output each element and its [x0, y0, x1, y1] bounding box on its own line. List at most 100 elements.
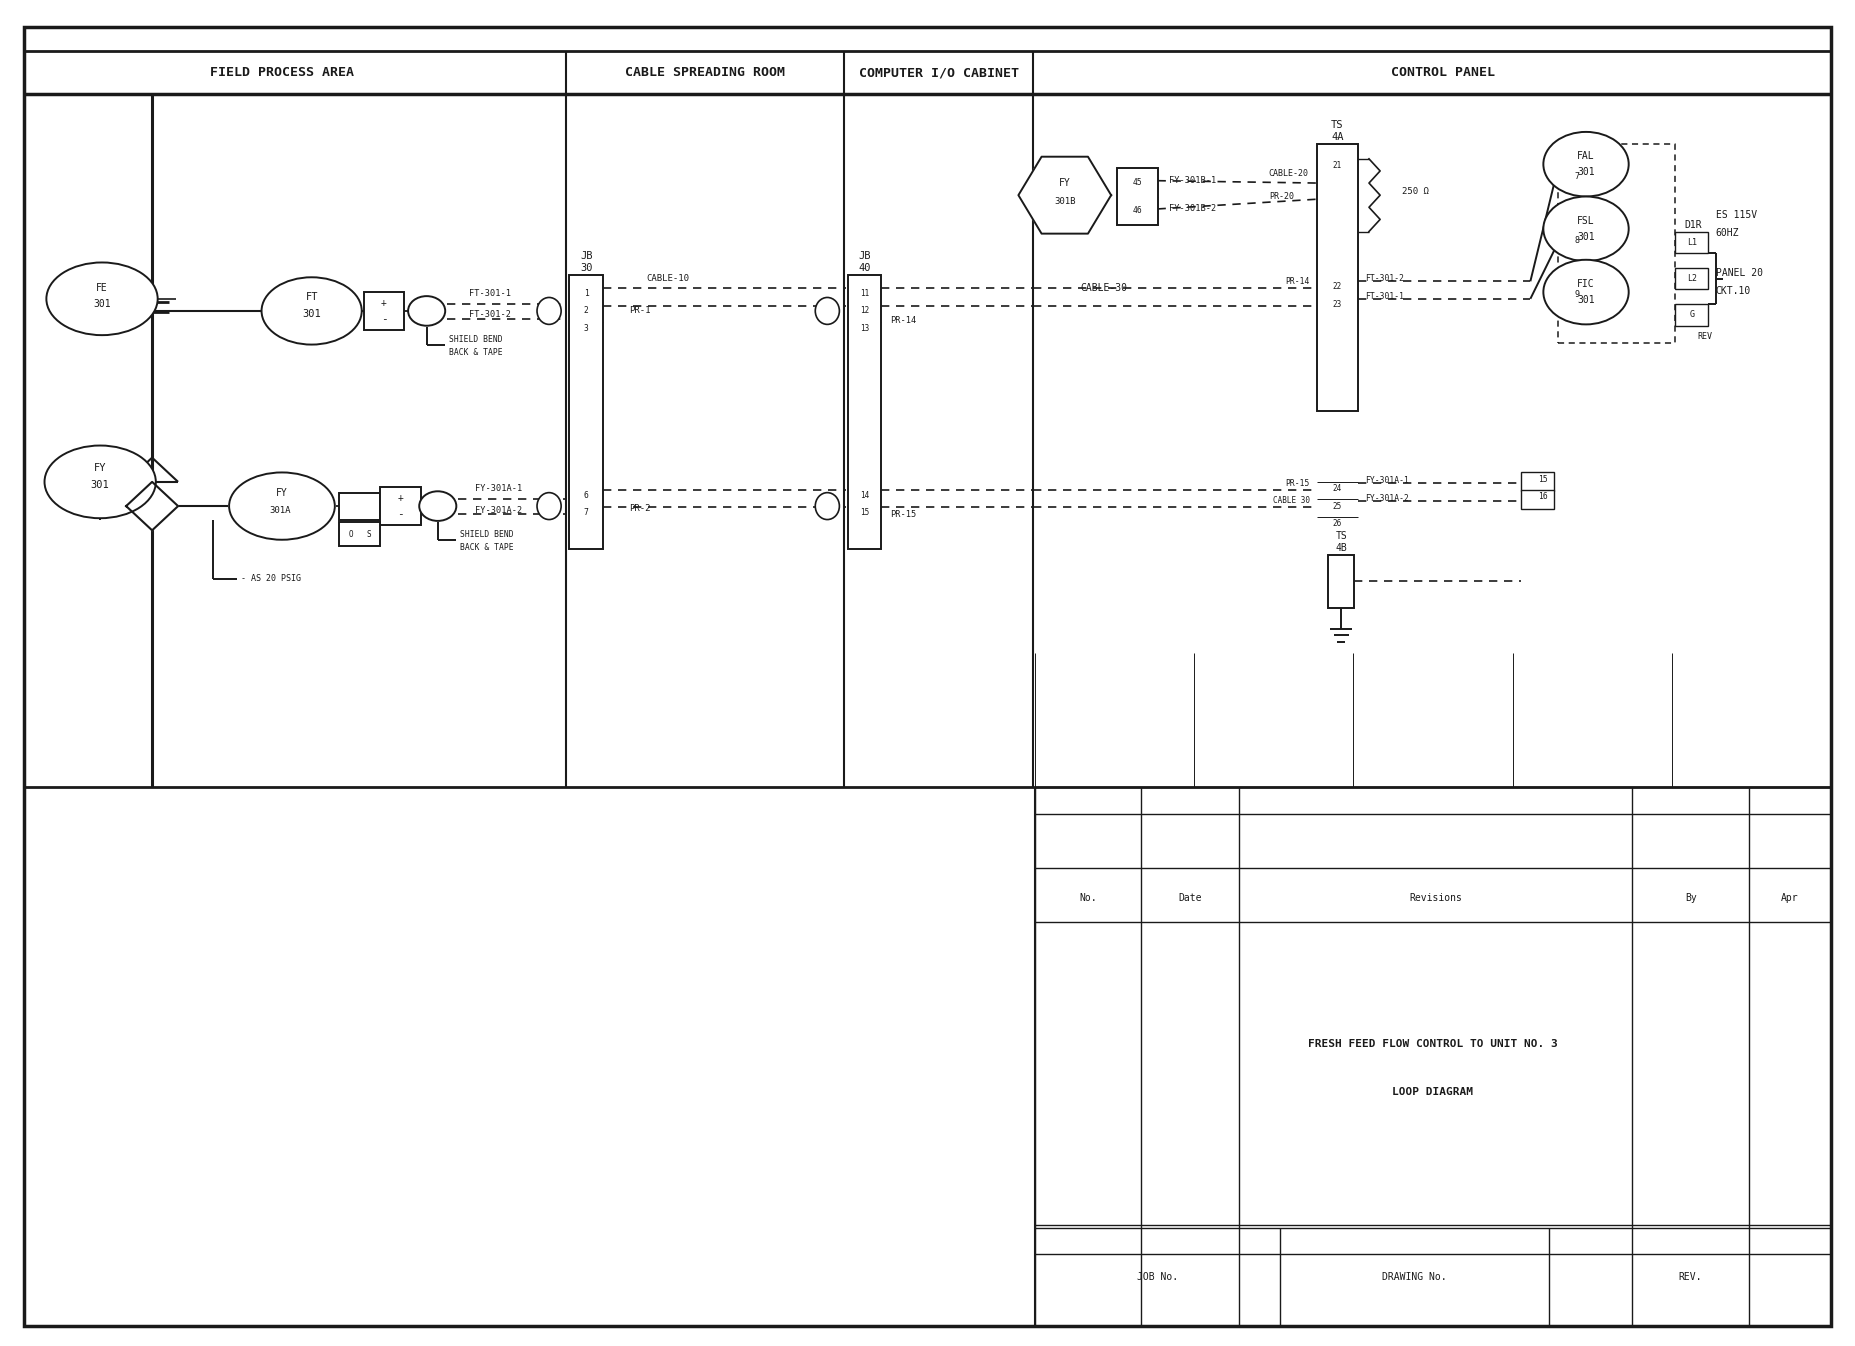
Bar — [1675, 304, 1708, 326]
Bar — [1562, 284, 1592, 306]
Polygon shape — [1018, 156, 1111, 234]
Text: SHIELD BEND: SHIELD BEND — [449, 335, 503, 343]
Text: 46: 46 — [1132, 206, 1143, 215]
Ellipse shape — [1543, 197, 1629, 261]
Text: 24: 24 — [1334, 485, 1341, 493]
Text: 1: 1 — [584, 289, 588, 297]
Text: FY-301A-1: FY-301A-1 — [1365, 476, 1410, 485]
Text: 301A: 301A — [269, 506, 291, 514]
Text: -: - — [380, 314, 388, 324]
Text: 301B: 301B — [1054, 198, 1076, 206]
Text: FT-301-2: FT-301-2 — [1365, 275, 1404, 283]
Text: FE: FE — [96, 283, 108, 293]
Text: 12: 12 — [861, 307, 868, 315]
Text: FT-301-1: FT-301-1 — [469, 289, 512, 297]
Text: CABLE-20: CABLE-20 — [1269, 170, 1310, 179]
Text: 15: 15 — [861, 509, 868, 517]
Text: G: G — [1690, 311, 1694, 319]
Text: PR-14: PR-14 — [1286, 277, 1310, 285]
Text: D1R: D1R — [1684, 219, 1703, 230]
Text: SHIELD BEND: SHIELD BEND — [460, 530, 514, 538]
Ellipse shape — [262, 277, 362, 345]
Text: 16: 16 — [1538, 493, 1547, 501]
Text: 60HZ: 60HZ — [1716, 227, 1740, 238]
Ellipse shape — [816, 493, 838, 520]
Text: 40: 40 — [859, 262, 870, 273]
Text: 2: 2 — [584, 307, 588, 315]
Text: 26: 26 — [1334, 520, 1341, 528]
Text: By: By — [1684, 892, 1697, 903]
Text: CONTROL PANEL: CONTROL PANEL — [1391, 66, 1495, 79]
Text: 25: 25 — [1334, 502, 1341, 510]
Text: FT-301-2: FT-301-2 — [469, 311, 512, 319]
Text: 45: 45 — [1132, 178, 1143, 187]
Bar — [339, 522, 380, 546]
Text: 13: 13 — [861, 324, 868, 332]
Text: FY: FY — [1059, 178, 1070, 188]
Text: 301: 301 — [1577, 167, 1595, 178]
Bar — [1328, 555, 1354, 608]
Bar — [1521, 472, 1554, 491]
Text: CABLE-10: CABLE-10 — [646, 275, 690, 283]
Bar — [1117, 168, 1158, 225]
Text: FT: FT — [306, 292, 317, 303]
Text: REV.: REV. — [1679, 1272, 1701, 1281]
Bar — [1675, 232, 1708, 253]
Text: 301: 301 — [1577, 232, 1595, 242]
Text: No.: No. — [1080, 892, 1096, 903]
Bar — [1562, 166, 1592, 187]
Text: JB: JB — [581, 250, 592, 261]
Text: FY-301B-1: FY-301B-1 — [1169, 176, 1215, 186]
Ellipse shape — [46, 262, 158, 335]
Text: 301: 301 — [302, 308, 321, 319]
Text: DRAWING No.: DRAWING No. — [1382, 1272, 1447, 1281]
Text: 250 Ω: 250 Ω — [1402, 187, 1428, 195]
Bar — [569, 275, 603, 549]
Text: 6: 6 — [584, 491, 588, 499]
Text: FAL: FAL — [1577, 151, 1595, 162]
Text: CKT.10: CKT.10 — [1716, 285, 1751, 296]
Text: 7: 7 — [584, 509, 588, 517]
Bar — [1562, 230, 1592, 252]
Text: Apr: Apr — [1781, 892, 1799, 903]
Text: FIELD PROCESS AREA: FIELD PROCESS AREA — [210, 66, 354, 79]
Ellipse shape — [1543, 132, 1629, 197]
Text: FSL: FSL — [1577, 215, 1595, 226]
Ellipse shape — [538, 493, 560, 520]
Text: FIC: FIC — [1577, 279, 1595, 289]
Text: PR-2: PR-2 — [629, 505, 651, 513]
Text: CABLE-30: CABLE-30 — [1080, 283, 1128, 293]
Text: PR-14: PR-14 — [890, 316, 916, 324]
Text: FY-301B-2: FY-301B-2 — [1169, 205, 1215, 214]
Text: 3: 3 — [584, 324, 588, 332]
Text: S: S — [367, 530, 371, 538]
Ellipse shape — [419, 491, 456, 521]
Text: 22: 22 — [1334, 283, 1341, 291]
Bar — [1675, 268, 1708, 289]
Ellipse shape — [230, 472, 336, 540]
Text: 9: 9 — [1575, 291, 1579, 299]
Ellipse shape — [816, 297, 838, 324]
Text: L1: L1 — [1686, 238, 1697, 246]
Text: - AS 20 PSIG: - AS 20 PSIG — [241, 575, 301, 583]
Text: BACK & TAPE: BACK & TAPE — [460, 544, 514, 552]
Text: 8: 8 — [1575, 237, 1579, 245]
Text: PR-20: PR-20 — [1269, 192, 1293, 201]
Ellipse shape — [45, 446, 156, 518]
Text: 30: 30 — [581, 262, 592, 273]
Text: JB: JB — [859, 250, 870, 261]
Text: 301: 301 — [91, 479, 109, 490]
Polygon shape — [126, 482, 178, 530]
Text: 7: 7 — [1575, 172, 1579, 180]
Bar — [380, 487, 421, 525]
Text: 4B: 4B — [1336, 542, 1347, 553]
Text: PR-15: PR-15 — [1286, 479, 1310, 487]
Text: Revisions: Revisions — [1410, 892, 1462, 903]
Text: 301: 301 — [1577, 295, 1595, 306]
Text: ES 115V: ES 115V — [1716, 210, 1757, 221]
Bar — [364, 292, 404, 330]
Text: 11: 11 — [861, 289, 868, 297]
Text: +: + — [397, 493, 404, 503]
Text: 21: 21 — [1334, 162, 1341, 170]
Ellipse shape — [1543, 260, 1629, 324]
